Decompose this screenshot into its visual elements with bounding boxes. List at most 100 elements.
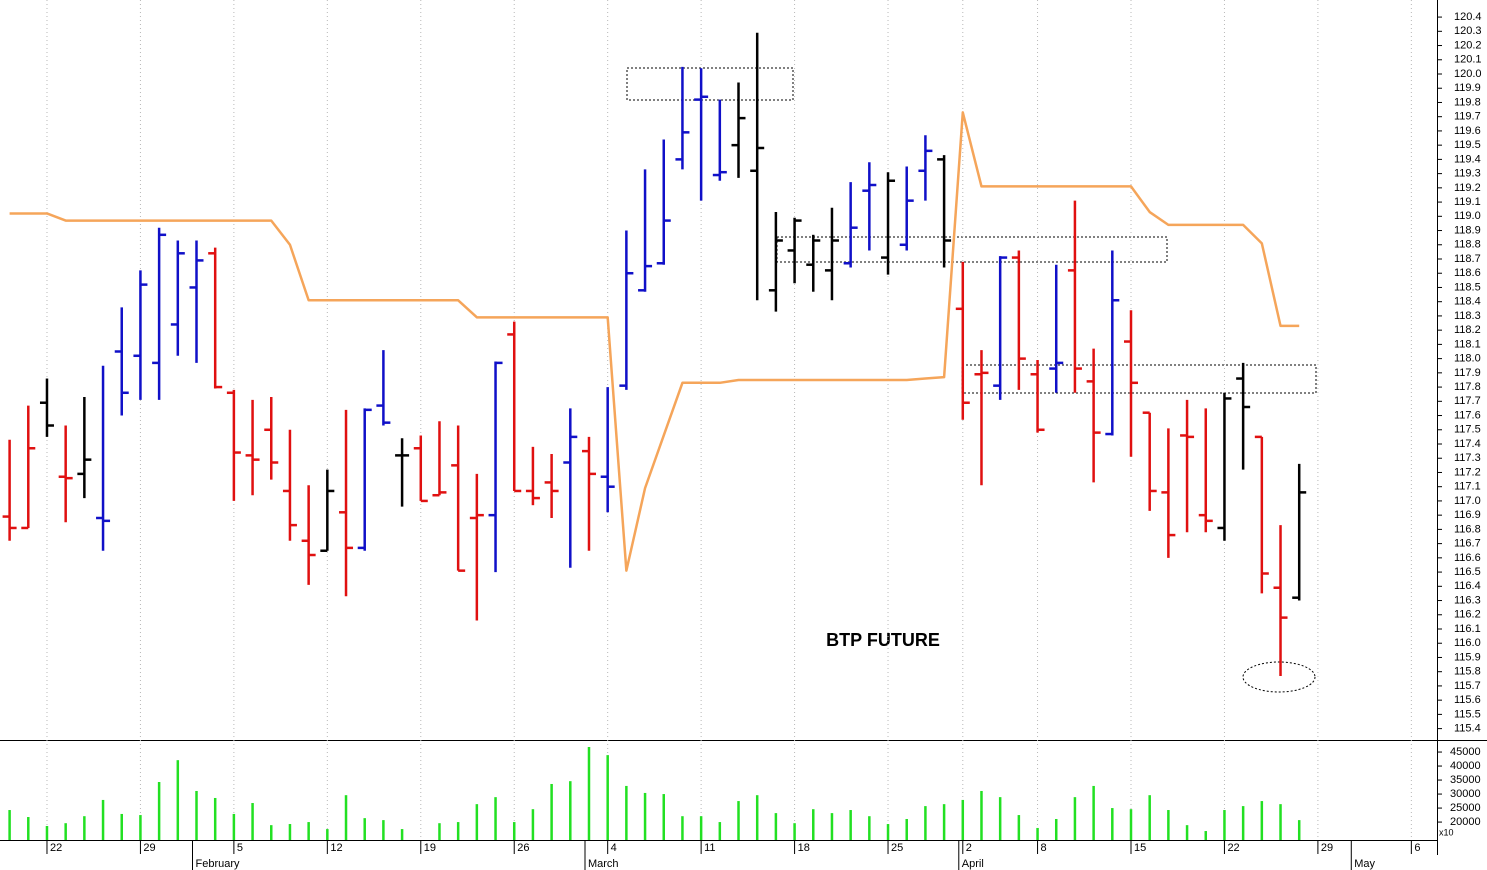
month-label: May [1354, 858, 1375, 870]
volume-bar [942, 804, 946, 840]
level-box [961, 364, 1317, 394]
volume-bar [83, 816, 86, 840]
volume-bar [1148, 795, 1151, 840]
volume-bar [1167, 810, 1170, 840]
y-tick-label: 119.4 [1454, 153, 1481, 165]
volume-bar [812, 809, 815, 840]
volume-bar [1073, 797, 1077, 840]
y-tick-label: 118.7 [1454, 253, 1481, 265]
volume-bar [849, 810, 852, 840]
volume-bar [64, 823, 67, 840]
y-tick-label: 119.0 [1454, 210, 1481, 222]
volume-bar [475, 804, 479, 840]
volume-bar [755, 795, 759, 840]
x-tick-label: 15 [1134, 842, 1146, 854]
volume-y-tick-label: 25000 [1450, 802, 1481, 814]
volume-bar [643, 792, 647, 840]
volume-bar [438, 823, 441, 840]
y-tick-label: 120.0 [1454, 68, 1482, 80]
volume-y-tick-label: 30000 [1450, 788, 1481, 800]
volume-y-tick-label: 45000 [1450, 746, 1481, 758]
month-label: March [588, 858, 619, 870]
y-tick-label: 118.4 [1454, 296, 1481, 308]
volume-bar [120, 813, 123, 840]
y-tick-label: 116.3 [1454, 594, 1481, 606]
volume-bar [550, 783, 553, 840]
y-tick-label: 116.9 [1454, 509, 1481, 521]
volume-bar [512, 822, 516, 840]
volume-bar [101, 799, 105, 840]
volume-bar [139, 815, 142, 840]
level-box [626, 67, 794, 101]
y-tick-label: 117.3 [1454, 452, 1481, 464]
y-tick-label: 117.0 [1454, 495, 1481, 507]
volume-bar [569, 781, 572, 840]
y-tick-label: 118.1 [1454, 338, 1481, 350]
volume-bar [1297, 820, 1301, 840]
volume-bar [251, 803, 254, 840]
volume-bar [400, 829, 404, 840]
volume-y-tick-label: 20000 [1450, 816, 1481, 828]
y-tick-label: 115.8 [1454, 666, 1481, 678]
y-tick-label: 116.7 [1454, 538, 1481, 550]
y-tick-label: 118.9 [1454, 224, 1481, 236]
volume-bar [232, 813, 236, 840]
volume-bar [27, 817, 30, 840]
volume-bar [998, 797, 1002, 840]
x-tick-label: 25 [891, 842, 903, 854]
volume-bar [531, 809, 535, 840]
volume-bar [1260, 801, 1264, 840]
y-tick-label: 116.8 [1454, 523, 1481, 535]
volume-bar [737, 801, 740, 840]
y-tick-label: 118.6 [1454, 267, 1481, 279]
y-tick-label: 118.0 [1454, 353, 1481, 365]
volume-bar [886, 824, 890, 840]
y-tick-label: 120.3 [1454, 25, 1482, 37]
y-tick-label: 116.6 [1454, 552, 1481, 564]
volume-bar [681, 816, 684, 840]
month-label: April [962, 858, 984, 870]
volume-bar [326, 829, 329, 840]
volume-bar [176, 760, 180, 840]
volume-bar [494, 797, 497, 840]
volume-bar [195, 790, 198, 840]
volume-bar [1036, 827, 1039, 840]
y-tick-label: 119.8 [1454, 96, 1481, 108]
y-tick-label: 117.4 [1454, 438, 1481, 450]
volume-bar [1017, 815, 1021, 840]
x-tick-label: 22 [50, 842, 62, 854]
y-tick-label: 116.2 [1454, 609, 1481, 621]
y-tick-label: 117.8 [1454, 381, 1481, 393]
volume-bar [382, 820, 385, 840]
x-tick-label: 22 [1227, 842, 1239, 854]
x-tick-label: 4 [611, 842, 617, 854]
y-tick-label: 117.7 [1454, 395, 1481, 407]
y-tick-label: 116.4 [1454, 580, 1481, 592]
volume-bar [1279, 804, 1282, 840]
x-tick-label: 8 [1041, 842, 1047, 854]
y-tick-label: 118.2 [1454, 324, 1481, 336]
volume-bar [924, 806, 927, 840]
volume-bar [288, 824, 292, 840]
volume-bar [625, 785, 628, 840]
x-tick-label: 5 [237, 842, 243, 854]
volume-bar [157, 782, 161, 840]
volume-bar [1092, 785, 1095, 840]
volume-bar [606, 755, 609, 840]
x-tick-label: 11 [704, 842, 715, 854]
y-tick-label: 115.6 [1454, 694, 1481, 706]
y-tick-label: 115.7 [1454, 680, 1481, 692]
y-tick-label: 119.1 [1454, 196, 1481, 208]
y-tick-label: 120.4 [1454, 11, 1482, 23]
low-marker [1242, 661, 1316, 693]
volume-bar [830, 813, 834, 840]
volume-bar [307, 822, 310, 840]
y-tick-label: 117.5 [1454, 424, 1481, 436]
volume-bar [1241, 806, 1245, 840]
x-tick-label: 12 [330, 842, 342, 854]
volume-bar [980, 790, 983, 840]
y-tick-label: 119.9 [1454, 82, 1481, 94]
volume-bar [456, 822, 460, 840]
